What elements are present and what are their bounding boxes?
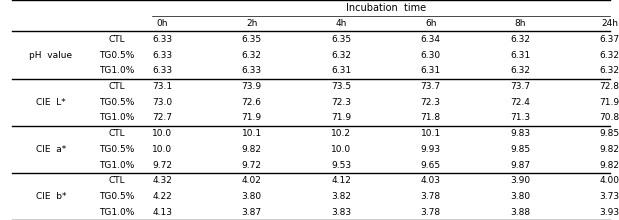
Text: 6.31: 6.31	[331, 66, 351, 75]
Text: 4.02: 4.02	[242, 176, 262, 185]
Text: 10.0: 10.0	[152, 129, 172, 138]
Text: 9.83: 9.83	[510, 129, 530, 138]
Text: 0h: 0h	[157, 19, 168, 28]
Text: 72.3: 72.3	[421, 98, 441, 107]
Text: 9.65: 9.65	[421, 161, 441, 169]
Text: CTL: CTL	[108, 35, 124, 44]
Text: 24h: 24h	[601, 19, 618, 28]
Text: CIE  b*: CIE b*	[35, 192, 66, 201]
Text: 6.32: 6.32	[331, 51, 351, 59]
Text: 6.35: 6.35	[331, 35, 351, 44]
Text: pH  value: pH value	[29, 51, 72, 59]
Text: 3.80: 3.80	[510, 192, 530, 201]
Text: 4.13: 4.13	[152, 208, 172, 217]
Text: 6h: 6h	[425, 19, 436, 28]
Text: CTL: CTL	[108, 129, 124, 138]
Text: 6.30: 6.30	[421, 51, 441, 59]
Text: 72.7: 72.7	[152, 113, 172, 122]
Text: TG1.0%: TG1.0%	[98, 113, 134, 122]
Text: 3.87: 3.87	[241, 208, 262, 217]
Text: 3.90: 3.90	[510, 176, 530, 185]
Text: 6.32: 6.32	[241, 51, 262, 59]
Text: 3.80: 3.80	[241, 192, 262, 201]
Text: 4.00: 4.00	[600, 176, 619, 185]
Text: 9.93: 9.93	[421, 145, 441, 154]
Text: TG0.5%: TG0.5%	[98, 145, 134, 154]
Text: 10.1: 10.1	[421, 129, 441, 138]
Text: 73.7: 73.7	[510, 82, 530, 91]
Text: 4.12: 4.12	[331, 176, 351, 185]
Text: 6.31: 6.31	[421, 66, 441, 75]
Text: 3.78: 3.78	[421, 208, 441, 217]
Text: 73.9: 73.9	[241, 82, 262, 91]
Text: 72.3: 72.3	[331, 98, 351, 107]
Text: 4.32: 4.32	[152, 176, 172, 185]
Text: 10.0: 10.0	[152, 145, 172, 154]
Text: Incubation  time: Incubation time	[346, 3, 426, 13]
Text: CTL: CTL	[108, 176, 124, 185]
Text: 6.33: 6.33	[152, 51, 172, 59]
Text: 10.2: 10.2	[331, 129, 351, 138]
Text: 72.4: 72.4	[510, 98, 530, 107]
Text: 71.8: 71.8	[421, 113, 441, 122]
Text: 72.6: 72.6	[241, 98, 262, 107]
Text: 2h: 2h	[246, 19, 258, 28]
Text: 6.33: 6.33	[152, 66, 172, 75]
Text: 6.37: 6.37	[600, 35, 619, 44]
Text: 71.3: 71.3	[510, 113, 530, 122]
Text: 9.85: 9.85	[600, 129, 619, 138]
Text: 9.82: 9.82	[600, 145, 619, 154]
Text: 71.9: 71.9	[331, 113, 351, 122]
Text: 3.78: 3.78	[421, 192, 441, 201]
Text: 6.31: 6.31	[510, 51, 530, 59]
Text: 9.72: 9.72	[241, 161, 262, 169]
Text: 10.0: 10.0	[331, 145, 351, 154]
Text: 3.83: 3.83	[331, 208, 351, 217]
Text: 4.03: 4.03	[421, 176, 441, 185]
Text: 73.5: 73.5	[331, 82, 351, 91]
Text: 6.32: 6.32	[510, 66, 530, 75]
Text: 73.1: 73.1	[152, 82, 172, 91]
Text: 71.9: 71.9	[241, 113, 262, 122]
Text: TG1.0%: TG1.0%	[98, 66, 134, 75]
Text: 70.8: 70.8	[600, 113, 619, 122]
Text: 73.7: 73.7	[421, 82, 441, 91]
Text: TG0.5%: TG0.5%	[98, 51, 134, 59]
Text: 4.22: 4.22	[152, 192, 172, 201]
Text: 73.0: 73.0	[152, 98, 172, 107]
Text: 6.32: 6.32	[600, 51, 619, 59]
Text: 6.33: 6.33	[241, 66, 262, 75]
Text: 6.34: 6.34	[421, 35, 441, 44]
Text: 9.87: 9.87	[510, 161, 530, 169]
Text: 6.35: 6.35	[241, 35, 262, 44]
Text: TG1.0%: TG1.0%	[98, 161, 134, 169]
Text: 71.9: 71.9	[600, 98, 619, 107]
Text: 8h: 8h	[514, 19, 526, 28]
Text: CIE  a*: CIE a*	[36, 145, 66, 154]
Text: 9.82: 9.82	[600, 161, 619, 169]
Text: 9.72: 9.72	[152, 161, 172, 169]
Text: 72.8: 72.8	[600, 82, 619, 91]
Text: TG0.5%: TG0.5%	[98, 98, 134, 107]
Text: CIE  L*: CIE L*	[36, 98, 66, 107]
Text: 6.32: 6.32	[510, 35, 530, 44]
Text: 6.32: 6.32	[600, 66, 619, 75]
Text: 3.88: 3.88	[510, 208, 530, 217]
Text: 3.93: 3.93	[600, 208, 619, 217]
Text: 3.82: 3.82	[331, 192, 351, 201]
Text: 4h: 4h	[335, 19, 347, 28]
Text: 9.82: 9.82	[241, 145, 262, 154]
Text: CTL: CTL	[108, 82, 124, 91]
Text: TG0.5%: TG0.5%	[98, 192, 134, 201]
Text: 10.1: 10.1	[241, 129, 262, 138]
Text: 9.85: 9.85	[510, 145, 530, 154]
Text: TG1.0%: TG1.0%	[98, 208, 134, 217]
Text: 9.53: 9.53	[331, 161, 351, 169]
Text: 6.33: 6.33	[152, 35, 172, 44]
Text: 3.73: 3.73	[600, 192, 619, 201]
